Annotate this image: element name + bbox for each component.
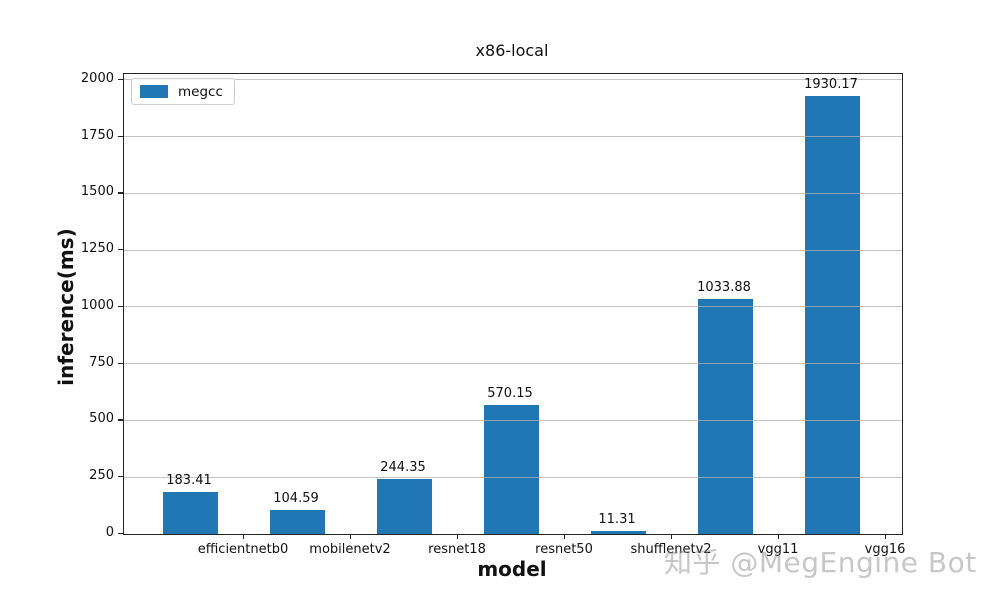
y-tick-label-750: 750 bbox=[89, 354, 114, 370]
y-tick-label-2000: 2000 bbox=[80, 70, 114, 86]
y-tick-mark bbox=[118, 419, 123, 421]
legend-label: megcc bbox=[178, 83, 223, 100]
y-tick-mark bbox=[118, 135, 123, 137]
y-gridline-1000 bbox=[124, 306, 902, 308]
x-tick-label-vgg11: vgg11 bbox=[757, 542, 799, 557]
y-gridline-2000 bbox=[124, 79, 902, 81]
value-label-resnet50: 570.15 bbox=[487, 385, 533, 401]
legend: megcc bbox=[131, 78, 235, 105]
y-tick-label-0: 0 bbox=[105, 525, 114, 540]
y-tick-label-1250: 1250 bbox=[80, 241, 114, 257]
x-tick-mark bbox=[884, 534, 886, 539]
bar-shufflenetv2 bbox=[590, 531, 646, 534]
x-axis-label: model bbox=[477, 557, 547, 581]
y-gridline-1750 bbox=[124, 136, 902, 138]
y-tick-mark bbox=[118, 78, 123, 81]
x-tick-label-efficientnetb0: efficientnetb0 bbox=[197, 542, 289, 557]
y-tick-label-1500: 1500 bbox=[80, 184, 114, 200]
y-gridline-1500 bbox=[124, 192, 902, 194]
bar-vgg16 bbox=[804, 95, 860, 534]
x-tick-label-resnet50: resnet50 bbox=[535, 542, 593, 557]
y-tick-mark bbox=[118, 476, 123, 478]
y-tick-mark bbox=[118, 533, 123, 535]
x-tick-mark bbox=[456, 534, 458, 539]
y-gridline-250 bbox=[124, 476, 902, 478]
chart-title: x86-local bbox=[475, 41, 549, 60]
value-label-shufflenetv2: 11.31 bbox=[598, 512, 636, 528]
y-tick-label-1750: 1750 bbox=[80, 127, 114, 143]
x-tick-mark bbox=[349, 534, 351, 539]
bar-resnet18 bbox=[376, 478, 432, 534]
y-gridline-500 bbox=[124, 419, 902, 421]
y-tick-mark bbox=[118, 362, 123, 364]
x-tick-mark bbox=[563, 534, 565, 539]
bar-resnet50 bbox=[483, 404, 539, 534]
y-gridline-750 bbox=[124, 363, 902, 365]
plot-area bbox=[123, 73, 903, 535]
value-label-vgg11: 1033.88 bbox=[697, 280, 751, 296]
x-tick-mark bbox=[242, 534, 244, 539]
value-label-vgg16: 1930.17 bbox=[804, 76, 858, 92]
y-tick-label-1000: 1000 bbox=[80, 297, 114, 313]
bar-efficientnetb0 bbox=[162, 492, 218, 534]
value-label-resnet18: 244.35 bbox=[380, 459, 426, 475]
watermark: 知乎 @MegEngine Bot bbox=[664, 546, 977, 579]
legend-swatch-megcc-icon bbox=[140, 85, 168, 98]
y-tick-mark bbox=[118, 305, 123, 308]
x-tick-label-mobilenetv2: mobilenetv2 bbox=[309, 542, 391, 557]
x-tick-label-shufflenetv2: shufflenetv2 bbox=[630, 542, 712, 557]
y-tick-label-250: 250 bbox=[89, 468, 114, 484]
y-gridline-1250 bbox=[124, 249, 902, 251]
value-label-mobilenetv2: 104.59 bbox=[273, 491, 319, 507]
x-tick-mark bbox=[777, 534, 779, 539]
y-tick-mark bbox=[118, 192, 123, 194]
y-tick-label-500: 500 bbox=[89, 411, 114, 427]
x-tick-label-resnet18: resnet18 bbox=[428, 542, 486, 557]
bar-mobilenetv2 bbox=[269, 510, 325, 534]
x-tick-label-vgg16: vgg16 bbox=[864, 542, 906, 557]
value-label-efficientnetb0: 183.41 bbox=[166, 473, 212, 489]
x-tick-mark bbox=[670, 534, 672, 539]
y-tick-mark bbox=[118, 249, 123, 251]
bar-vgg11 bbox=[697, 299, 753, 534]
